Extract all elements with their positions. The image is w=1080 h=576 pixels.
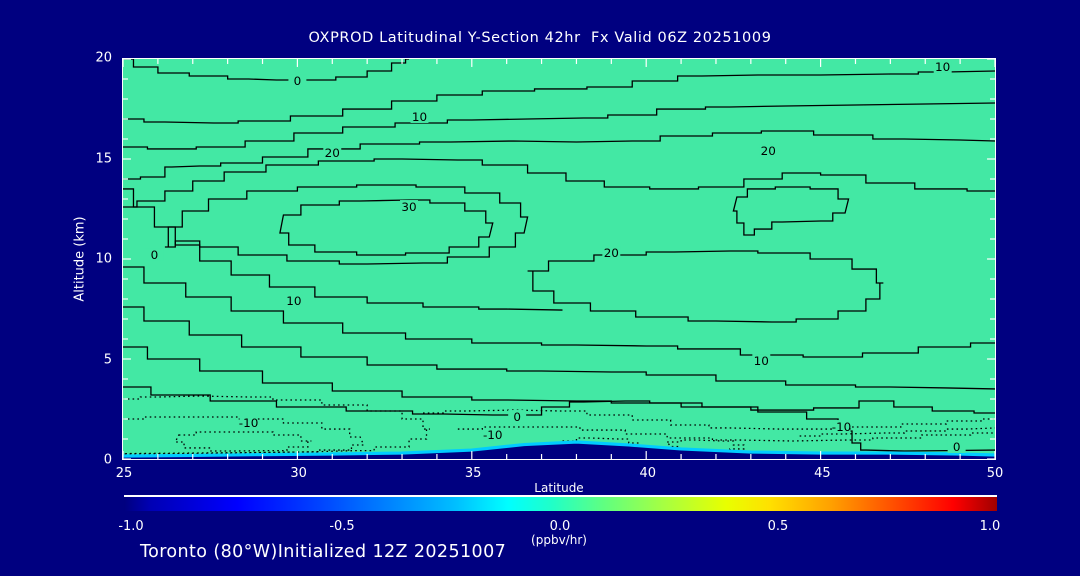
contour-label-bg bbox=[933, 60, 952, 73]
contour-label-bg bbox=[947, 440, 966, 453]
contour-label: 0 bbox=[947, 440, 966, 454]
contour-label-bg bbox=[323, 146, 342, 159]
contour-label-text: -10 bbox=[832, 420, 852, 434]
contour-label-bg bbox=[759, 144, 778, 157]
contour-label-bg bbox=[752, 354, 771, 367]
contour-label-text: 0 bbox=[953, 440, 961, 454]
contour-label-text: 0 bbox=[513, 410, 521, 424]
contour-label-text: 0 bbox=[151, 248, 159, 262]
contour-label-text: -10 bbox=[483, 428, 503, 442]
contour-label-bg bbox=[145, 248, 164, 261]
x-tick-label: 40 bbox=[639, 466, 657, 481]
x-tick-label: 30 bbox=[290, 466, 307, 481]
colorbar-tick-label: -0.5 bbox=[329, 519, 355, 534]
x-tick-label: 50 bbox=[986, 466, 1004, 481]
contour-line-positive bbox=[732, 186, 850, 236]
contour-line-positive bbox=[123, 70, 995, 124]
contour-label: -10 bbox=[239, 416, 259, 430]
contour-line-positive bbox=[123, 306, 995, 390]
contour-label-bg bbox=[288, 74, 307, 87]
contour-line-positive bbox=[123, 158, 995, 208]
contour-label-bg bbox=[832, 420, 851, 433]
y-tick-label: 20 bbox=[95, 50, 112, 66]
contour-label-text: 10 bbox=[286, 294, 301, 308]
contour-line-positive bbox=[123, 266, 995, 358]
contour-label-text: 20 bbox=[325, 146, 340, 160]
contour-label: -10 bbox=[483, 428, 503, 442]
contour-label-bg bbox=[483, 428, 502, 441]
colorbar-tick-label: 0.0 bbox=[549, 519, 571, 534]
colorbar-tick-label: 1.0 bbox=[979, 519, 1001, 534]
contour-label: 0 bbox=[508, 410, 527, 424]
contour-line-positive bbox=[279, 199, 494, 256]
contour-line-positive bbox=[527, 250, 884, 323]
contour-line-positive bbox=[123, 386, 995, 452]
contour-label-text: 10 bbox=[412, 110, 427, 124]
y-tick-label: 5 bbox=[103, 352, 112, 367]
contour-label-text: 20 bbox=[761, 144, 776, 158]
contour-label: 30 bbox=[400, 200, 418, 214]
contour-label: 20 bbox=[602, 246, 621, 260]
colorbar-tick-label: 0.5 bbox=[767, 519, 789, 534]
axis-ticks bbox=[123, 59, 995, 459]
contour-label-text: 30 bbox=[401, 200, 416, 214]
contour-label: 10 bbox=[933, 60, 952, 74]
x-axis-title: Latitude bbox=[534, 481, 584, 495]
contour-label-bg bbox=[602, 246, 621, 259]
colorbar-units-label: (ppbv/hr) bbox=[531, 533, 587, 547]
contour-label: 10 bbox=[752, 354, 771, 368]
x-tick-label: 45 bbox=[814, 466, 831, 481]
plot-area: 0 10 20 30 20 20 10 0 10 10 -10 -10 -10 0 0 bbox=[122, 58, 996, 460]
y-tick-label: 15 bbox=[95, 151, 112, 166]
contour-line-positive bbox=[123, 130, 995, 180]
y-tick-label: 0 bbox=[103, 452, 112, 468]
contour-label: -10 bbox=[832, 420, 852, 434]
contour-label: 20 bbox=[759, 144, 778, 158]
contour-line-positive bbox=[164, 184, 529, 265]
contour-label: 10 bbox=[410, 110, 429, 124]
contour-plot-canvas: 0 10 20 30 20 20 10 0 10 10 -10 -10 -10 0 0 bbox=[123, 59, 995, 459]
contour-line-negative bbox=[174, 431, 312, 452]
contour-label-bg bbox=[239, 416, 258, 429]
contour-label-bg bbox=[410, 110, 429, 123]
contour-line-negative bbox=[123, 395, 430, 455]
colorbar-tick-label: -1.0 bbox=[118, 519, 144, 534]
page-title: OXPROD Latitudinal Y-Section 42hr Fx Val… bbox=[308, 30, 772, 46]
colorbar bbox=[124, 495, 997, 513]
contour-label-text: 10 bbox=[754, 354, 769, 368]
y-axis-title: Altitude (km) bbox=[72, 216, 88, 302]
x-tick-label: 35 bbox=[464, 466, 482, 481]
contour-label-bg bbox=[508, 410, 527, 423]
contour-line-negative bbox=[123, 416, 365, 455]
colorbar-gradient bbox=[124, 497, 997, 511]
contour-label: 0 bbox=[145, 248, 164, 262]
contour-line-positive bbox=[123, 188, 563, 311]
figure-caption: Toronto (80°W)Initialized 12Z 20251007 bbox=[140, 542, 507, 562]
contour-label: 10 bbox=[284, 294, 303, 308]
contour-label-text: -10 bbox=[239, 416, 259, 430]
contour-label-text: 0 bbox=[294, 74, 302, 88]
contour-label-bg bbox=[284, 294, 303, 307]
x-tick-label: 25 bbox=[115, 466, 133, 481]
contour-label: 0 bbox=[288, 74, 307, 88]
contour-line-positive bbox=[123, 346, 995, 414]
contour-label-text: 10 bbox=[935, 60, 950, 74]
contour-label-bg bbox=[400, 200, 418, 213]
surface-fringe bbox=[123, 440, 995, 458]
contour-label: 20 bbox=[323, 146, 342, 160]
colorbar-top-rule bbox=[124, 495, 997, 497]
contour-line-positive bbox=[123, 59, 410, 81]
contour-label-text: 20 bbox=[604, 246, 619, 260]
contour-line-positive bbox=[123, 102, 995, 150]
